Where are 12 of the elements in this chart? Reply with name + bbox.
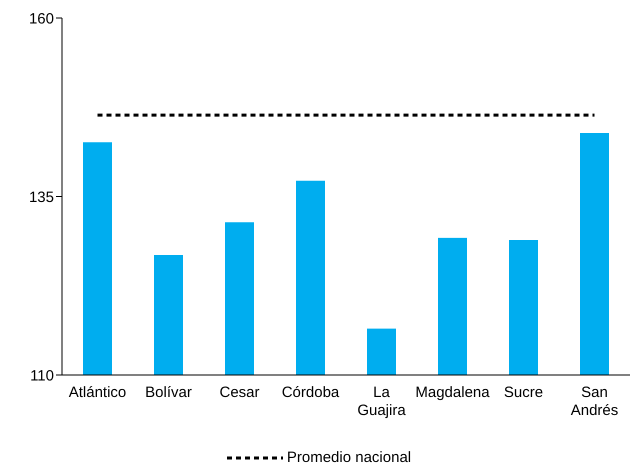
y-tick-label: 135 <box>28 188 54 206</box>
x-tick-label: Magdalena <box>415 384 490 401</box>
x-tick-label: San Andrés <box>570 384 618 419</box>
x-tick-label: Bolívar <box>145 384 192 401</box>
y-tick-label: 110 <box>30 367 54 384</box>
x-tick-label: Cesar <box>219 384 260 401</box>
x-tick-label: Sucre <box>504 384 544 401</box>
x-tick-label: Atlántico <box>68 384 126 401</box>
x-tick-label: Córdoba <box>282 384 340 401</box>
legend-label: Promedio nacional <box>286 449 412 466</box>
y-tick-label: 160 <box>28 10 54 28</box>
x-tick-label: La Guajira <box>357 384 406 419</box>
